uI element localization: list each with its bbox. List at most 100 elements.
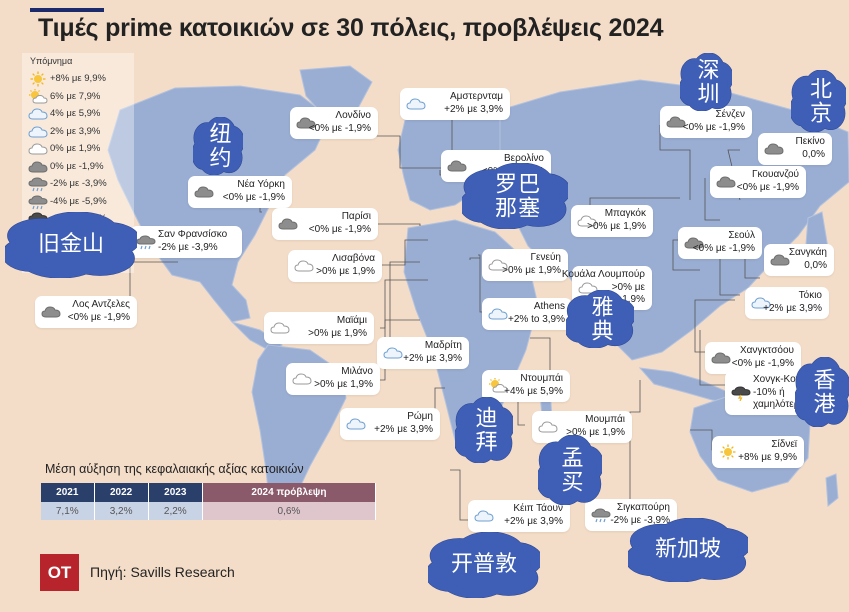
legend-title: Υπόμνημα bbox=[30, 56, 73, 66]
city-card: Λος Αντζελες <0% με -1,9% bbox=[35, 296, 137, 328]
legend-label: +8% με 9,9% bbox=[50, 73, 106, 84]
city-forecast: <0% με -1,9% bbox=[736, 182, 799, 193]
cloud-rain-icon bbox=[591, 507, 611, 523]
city-name: Ντουμπάι bbox=[520, 373, 563, 384]
sticker-cloud-shape bbox=[628, 518, 748, 582]
cloud-light-icon bbox=[28, 106, 48, 122]
sticker-label: 巴塞罗那 bbox=[491, 172, 540, 220]
city-name: Χονγκ-Κονγκ bbox=[753, 374, 811, 385]
city-forecast: +2% με 3,9% bbox=[374, 424, 433, 435]
cloud-grey-icon bbox=[447, 158, 467, 174]
city-card: Λονδίνο <0% με -1,9% bbox=[290, 107, 378, 139]
legend-label: 4% με 5,9% bbox=[50, 108, 101, 119]
city-name: Σιγκαπούρη bbox=[616, 502, 670, 513]
cloud-grey-icon bbox=[278, 216, 298, 232]
legend-label: 2% με 3,9% bbox=[50, 125, 101, 137]
sticker-label: 雅典 bbox=[587, 295, 613, 343]
cloud-grey-icon bbox=[764, 141, 784, 157]
legend-label: -4% με -5,9% bbox=[50, 195, 107, 207]
city-sticker: 孟买 bbox=[538, 435, 602, 505]
cloud-light-icon bbox=[346, 416, 366, 432]
city-forecast: +2% με 3,9% bbox=[444, 104, 503, 115]
cloud-light-icon bbox=[474, 508, 494, 524]
sticker-cloud-shape bbox=[455, 397, 513, 463]
cloud-rain-icon bbox=[136, 234, 156, 250]
city-name: Κέιπ Τάουν bbox=[513, 503, 563, 514]
city-name: Μιλάνο bbox=[341, 366, 373, 377]
growth-header-2024-forecast: 2024 πρόβλεψη bbox=[202, 483, 377, 502]
city-forecast: 0,0% bbox=[804, 260, 827, 271]
city-card: Μιλάνο >0% με 1,9% bbox=[286, 363, 380, 395]
cloud-white-icon bbox=[292, 371, 312, 387]
city-name: Τόκιο bbox=[798, 290, 822, 301]
cloud-grey-icon bbox=[716, 174, 736, 190]
growth-value-2024-forecast: 0,6% bbox=[202, 502, 377, 520]
city-forecast: -10% ή χαμηλότερα bbox=[753, 387, 806, 410]
sticker-cloud-shape bbox=[791, 70, 846, 132]
city-forecast: >0% με 1,9% bbox=[314, 379, 373, 390]
cloud-light-icon bbox=[488, 306, 508, 322]
cloud-light-icon bbox=[383, 345, 403, 361]
city-forecast: <0% με -1,9% bbox=[682, 122, 745, 133]
city-forecast: -2% με -3,9% bbox=[610, 515, 670, 526]
city-card: Νέα Υόρκη <0% με -1,9% bbox=[188, 176, 292, 208]
city-forecast: 0,0% bbox=[802, 149, 825, 160]
city-card: Σίδνεϊ +8% με 9,9% bbox=[712, 436, 804, 468]
city-name: Χανγκτσόου bbox=[739, 345, 794, 356]
cloud-white-icon bbox=[488, 257, 508, 273]
cloud-grey-icon bbox=[194, 184, 214, 200]
city-name: Κουάλα Λουμπούρ bbox=[561, 269, 645, 280]
city-card: Μαδρίτη +2% με 3,9% bbox=[377, 337, 469, 369]
sticker-label: 北京 bbox=[806, 77, 832, 125]
city-card: Σαν Φρανσίσκο -2% με -3,9% bbox=[130, 226, 242, 258]
cloud-white-icon bbox=[578, 280, 598, 296]
legend-label: -2% με -3,9% bbox=[50, 178, 107, 189]
sticker-label: 开普敦 bbox=[450, 552, 517, 578]
cloud-light-icon bbox=[406, 96, 426, 112]
city-sticker: 香港 bbox=[795, 357, 849, 427]
city-sticker: 北京 bbox=[791, 70, 846, 132]
legend-label: 0% με 1,9% bbox=[50, 143, 101, 154]
page-title: Τιμές prime κατοικιών σε 30 πόλεις, προβ… bbox=[38, 14, 664, 42]
sticker-cloud-shape bbox=[193, 117, 243, 175]
city-card: Ντουμπάι +4% με 5,9% bbox=[482, 370, 570, 402]
city-name: Μαδρίτη bbox=[424, 340, 462, 351]
city-forecast: +2% με 3,9% bbox=[763, 303, 822, 314]
sun-cloud-icon bbox=[28, 88, 48, 105]
sticker-label: 香港 bbox=[809, 368, 835, 416]
cloud-light-icon bbox=[28, 124, 48, 140]
city-forecast: >0% με 1,9% bbox=[308, 328, 367, 339]
cloud-rain-icon bbox=[28, 176, 48, 192]
city-name: Ρώμη bbox=[407, 411, 433, 422]
brand-logo: OT bbox=[40, 554, 79, 591]
legend-label: 6% με 7,9% bbox=[50, 90, 101, 102]
city-name: Παρίσι bbox=[341, 211, 371, 222]
city-card: Λισαβόνα >0% με 1,9% bbox=[288, 250, 382, 282]
sticker-cloud-shape bbox=[538, 435, 602, 505]
city-name: Νέα Υόρκη bbox=[237, 179, 285, 190]
city-card: Μπαγκόκ >0% με 1,9% bbox=[571, 205, 653, 237]
city-forecast: +8% με 9,9% bbox=[738, 452, 797, 463]
city-sticker: 雅典 bbox=[566, 290, 634, 348]
city-forecast: >0% με 1,9% bbox=[587, 221, 646, 232]
city-name: Athens bbox=[533, 301, 565, 312]
city-name: Βερολίνο bbox=[504, 153, 544, 164]
city-forecast: <0% με -1,9% bbox=[222, 192, 285, 203]
cloud-grey-icon bbox=[711, 350, 731, 366]
sticker-label: 孟买 bbox=[557, 446, 583, 494]
city-name: Αμστερνταμ bbox=[449, 91, 503, 102]
legend-label: 0% με -1,9% bbox=[50, 160, 104, 172]
sticker-cloud-shape bbox=[462, 163, 568, 229]
city-forecast: -2% με -3,9% bbox=[158, 242, 218, 253]
growth-value-2021: 7,1% bbox=[41, 502, 95, 520]
city-name: Μουμπάι bbox=[585, 414, 625, 425]
city-name: Γενεύη bbox=[530, 252, 561, 263]
growth-table: 2021 2022 2023 2024 πρόβλεψη 7,1% 3,2% 2… bbox=[41, 483, 377, 520]
cloud-grey-icon bbox=[41, 304, 61, 320]
sun-icon bbox=[28, 71, 48, 87]
cloud-grey-icon bbox=[28, 159, 48, 175]
cloud-light-icon bbox=[751, 295, 771, 311]
city-forecast: +2% με 3,9% bbox=[403, 353, 462, 364]
sticker-cloud-shape bbox=[795, 357, 849, 427]
